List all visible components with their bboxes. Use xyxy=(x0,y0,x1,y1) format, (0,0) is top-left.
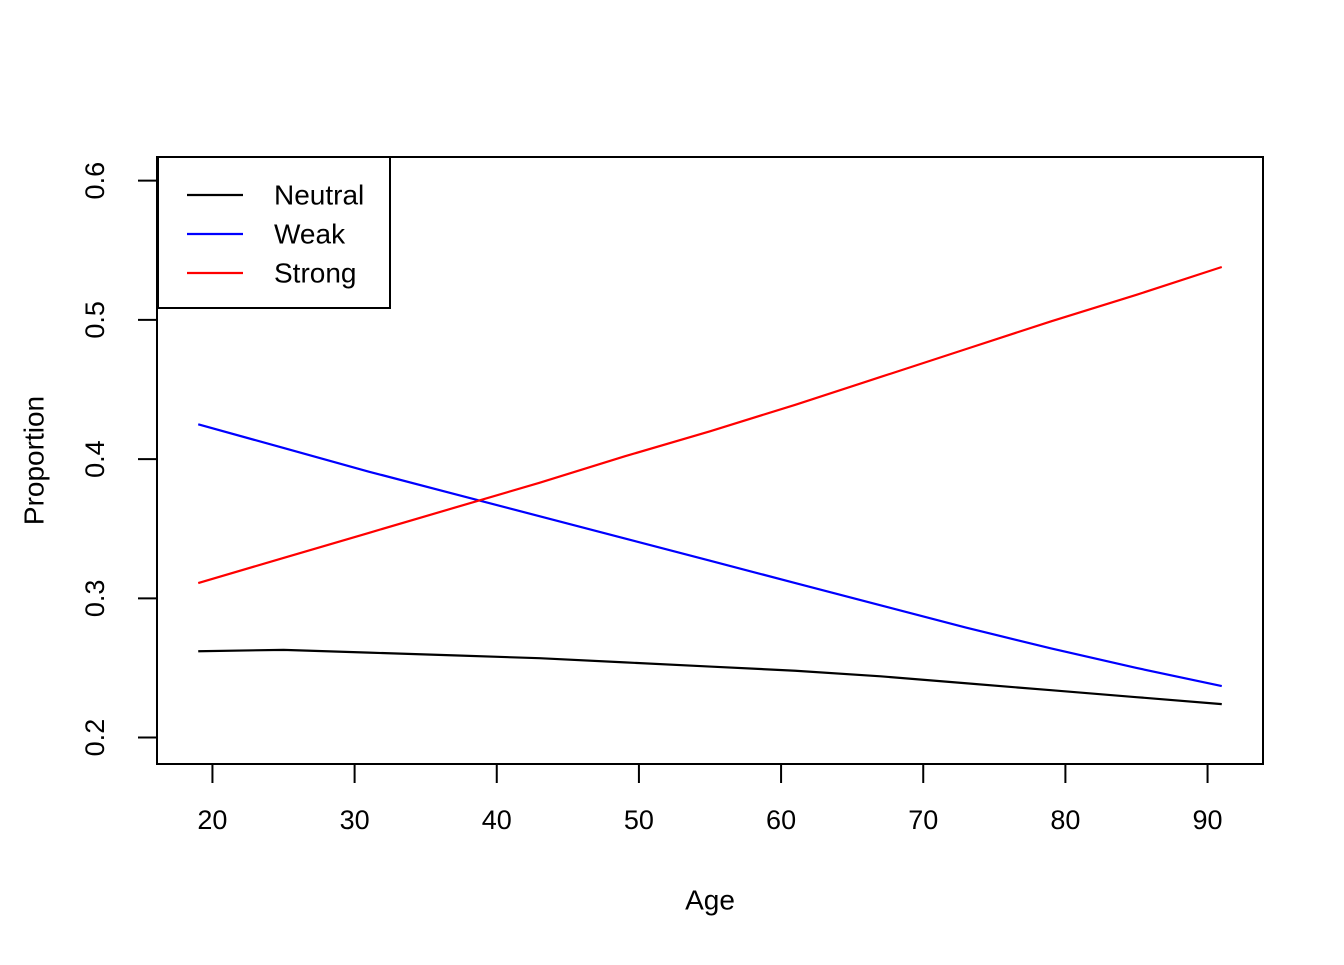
x-axis-tick-label: 20 xyxy=(197,805,227,835)
legend-label-weak: Weak xyxy=(274,219,346,250)
plot-frame xyxy=(156,156,1264,765)
y-axis-tick-label: 0.2 xyxy=(80,719,110,757)
y-axis-tick-label: 0.4 xyxy=(80,440,110,478)
x-axis-tick-label: 40 xyxy=(482,805,512,835)
y-axis-tick-label: 0.3 xyxy=(80,580,110,618)
x-axis-tick-label: 70 xyxy=(908,805,938,835)
series-line-weak xyxy=(197,423,1223,688)
y-axis-title: Proportion xyxy=(19,396,50,525)
x-axis-title: Age xyxy=(685,885,735,916)
x-axis-tick-label: 30 xyxy=(340,805,370,835)
y-axis-tick-label: 0.5 xyxy=(80,301,110,339)
legend-label-neutral: Neutral xyxy=(274,180,364,211)
legend-label-strong: Strong xyxy=(274,258,357,289)
legend-box xyxy=(157,156,391,309)
series-line-strong xyxy=(197,265,1223,585)
y-axis-tick-label: 0.6 xyxy=(80,162,110,200)
x-axis-tick-label: 90 xyxy=(1193,805,1223,835)
x-axis-tick-label: 50 xyxy=(624,805,654,835)
series-line-neutral xyxy=(198,648,1222,706)
x-axis-tick-label: 60 xyxy=(766,805,796,835)
x-axis-tick-label: 80 xyxy=(1050,805,1080,835)
